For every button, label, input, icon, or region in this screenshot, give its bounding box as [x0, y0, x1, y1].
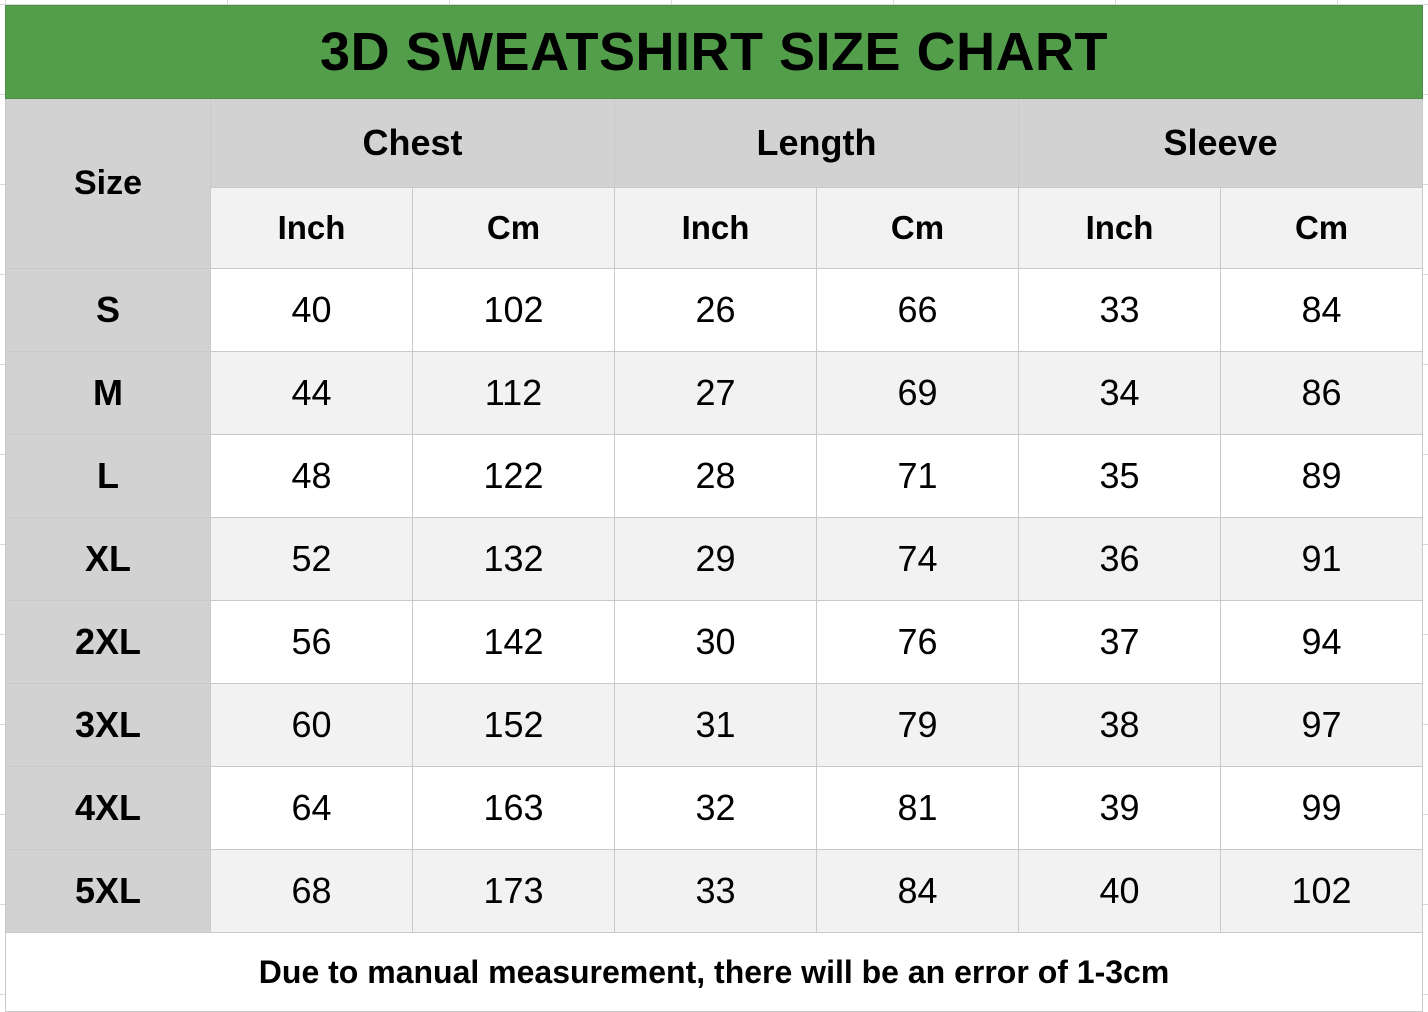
size-label: 2XL [5, 600, 211, 684]
size-chart-container: 3D SWEATSHIRT SIZE CHART Size Chest Leng… [4, 5, 1424, 1012]
size-label: 3XL [5, 683, 211, 767]
unit-header-length-inch: Inch [614, 187, 817, 269]
column-group-length: Length [614, 98, 1019, 188]
size-chart-table: 3D SWEATSHIRT SIZE CHART Size Chest Leng… [4, 5, 1424, 1012]
cell-sleeve-cm: 99 [1219, 766, 1424, 850]
cell-chest-cm: 102 [412, 268, 615, 352]
footer-row: Due to manual measurement, there will be… [4, 932, 1424, 1012]
cell-sleeve-inch: 33 [1018, 268, 1221, 352]
cell-sleeve-inch: 36 [1018, 517, 1221, 601]
cell-length-cm: 71 [816, 434, 1019, 518]
cell-chest-inch: 40 [210, 268, 413, 352]
size-label: L [5, 434, 211, 518]
cell-chest-cm: 142 [412, 600, 615, 684]
cell-sleeve-cm: 84 [1219, 268, 1424, 352]
group-header-row: Size Chest Length Sleeve [5, 98, 1424, 269]
cell-sleeve-inch: 39 [1018, 766, 1221, 850]
column-group-chest: Chest [210, 98, 615, 188]
unit-header-chest-inch: Inch [210, 187, 413, 269]
cell-chest-inch: 60 [210, 683, 413, 767]
cell-sleeve-cm: 102 [1219, 849, 1424, 933]
size-label: M [5, 351, 211, 435]
cell-length-cm: 66 [816, 268, 1019, 352]
cell-length-cm: 69 [816, 351, 1019, 435]
cell-sleeve-cm: 94 [1219, 600, 1424, 684]
table-row: 4XL 64 163 32 81 39 99 [5, 766, 1424, 850]
cell-sleeve-inch: 37 [1018, 600, 1221, 684]
cell-chest-cm: 152 [412, 683, 615, 767]
cell-chest-inch: 68 [210, 849, 413, 933]
cell-sleeve-cm: 97 [1219, 683, 1424, 767]
chart-title: 3D SWEATSHIRT SIZE CHART [4, 5, 1424, 99]
cell-chest-inch: 56 [210, 600, 413, 684]
size-label: XL [5, 517, 211, 601]
size-label: S [5, 268, 211, 352]
cell-length-cm: 84 [816, 849, 1019, 933]
title-row: 3D SWEATSHIRT SIZE CHART [4, 5, 1424, 99]
size-label: 5XL [5, 849, 211, 933]
cell-length-inch: 29 [614, 517, 817, 601]
cell-chest-inch: 64 [210, 766, 413, 850]
cell-chest-cm: 122 [412, 434, 615, 518]
cell-length-cm: 81 [816, 766, 1019, 850]
cell-length-inch: 33 [614, 849, 817, 933]
unit-header-length-cm: Cm [816, 187, 1019, 269]
cell-length-inch: 28 [614, 434, 817, 518]
size-label: 4XL [5, 766, 211, 850]
cell-length-inch: 31 [614, 683, 817, 767]
cell-chest-cm: 173 [412, 849, 615, 933]
unit-header-row: Inch Cm Inch Cm Inch Cm [6, 187, 1424, 269]
cell-sleeve-inch: 34 [1018, 351, 1221, 435]
unit-header-sleeve-cm: Cm [1219, 187, 1424, 269]
cell-chest-inch: 48 [210, 434, 413, 518]
cell-sleeve-cm: 89 [1219, 434, 1424, 518]
cell-chest-cm: 132 [412, 517, 615, 601]
cell-length-cm: 74 [816, 517, 1019, 601]
cell-length-inch: 30 [614, 600, 817, 684]
cell-chest-cm: 163 [412, 766, 615, 850]
cell-length-cm: 79 [816, 683, 1019, 767]
cell-length-inch: 27 [614, 351, 817, 435]
table-row: M 44 112 27 69 34 86 [5, 351, 1424, 435]
unit-header-sleeve-inch: Inch [1018, 187, 1221, 269]
cell-length-cm: 76 [816, 600, 1019, 684]
table-row: XL 52 132 29 74 36 91 [5, 517, 1424, 601]
column-header-size: Size [5, 98, 211, 269]
cell-chest-cm: 112 [412, 351, 615, 435]
cell-sleeve-inch: 40 [1018, 849, 1221, 933]
unit-header-chest-cm: Cm [412, 187, 615, 269]
cell-sleeve-inch: 38 [1018, 683, 1221, 767]
cell-chest-inch: 52 [210, 517, 413, 601]
cell-sleeve-cm: 91 [1219, 517, 1424, 601]
cell-chest-inch: 44 [210, 351, 413, 435]
table-row: S 40 102 26 66 33 84 [5, 268, 1424, 352]
table-row: 3XL 60 152 31 79 38 97 [5, 683, 1424, 767]
cell-length-inch: 26 [614, 268, 817, 352]
table-row: 5XL 68 173 33 84 40 102 [5, 849, 1424, 933]
cell-length-inch: 32 [614, 766, 817, 850]
cell-sleeve-inch: 35 [1018, 434, 1221, 518]
table-row: L 48 122 28 71 35 89 [5, 434, 1424, 518]
table-row: 2XL 56 142 30 76 37 94 [5, 600, 1424, 684]
cell-sleeve-cm: 86 [1219, 351, 1424, 435]
measurement-disclaimer: Due to manual measurement, there will be… [4, 932, 1424, 1012]
column-group-sleeve: Sleeve [1017, 98, 1424, 188]
